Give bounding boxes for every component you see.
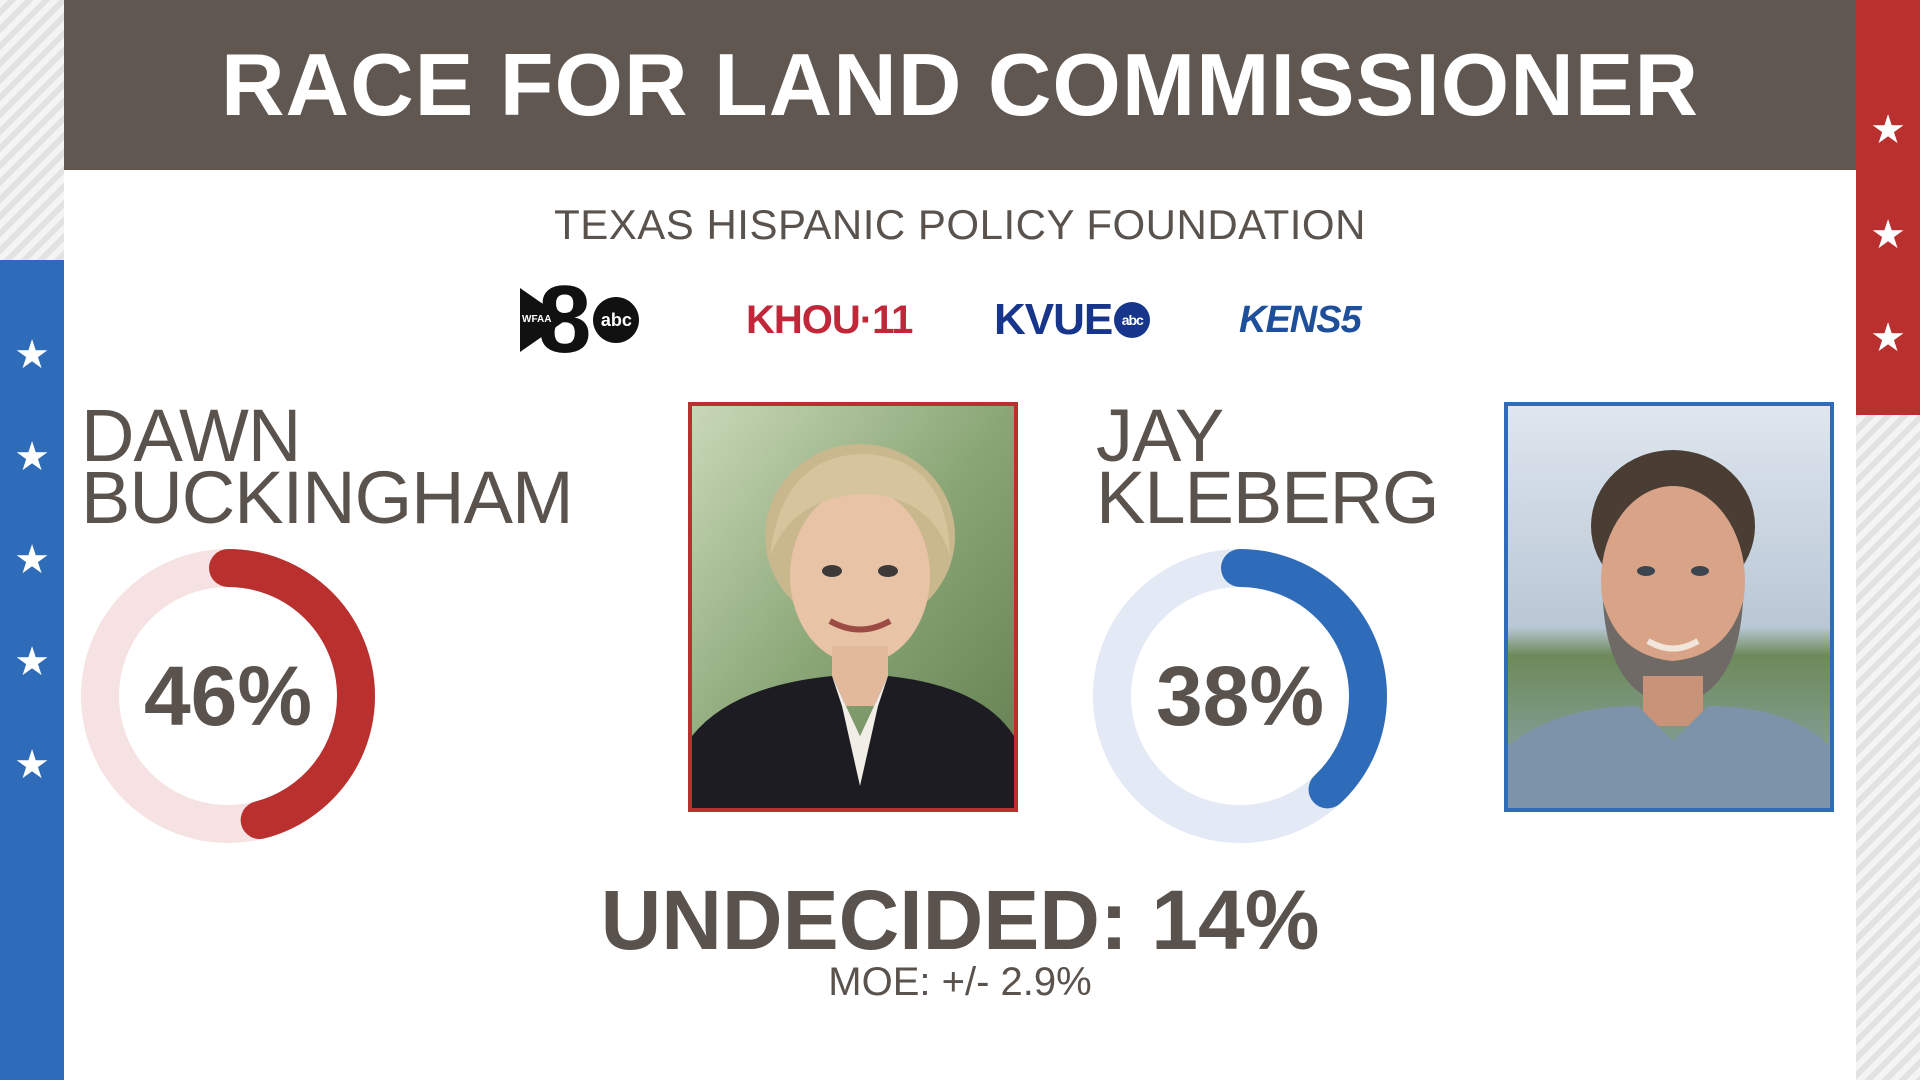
header-bar: RACE FOR LAND COMMISSIONER (64, 0, 1856, 170)
portrait-man (1508, 406, 1830, 808)
abc-logo-icon: abc (593, 297, 640, 343)
main-panel: RACE FOR LAND COMMISSIONER TEXAS HISPANI… (64, 0, 1856, 1080)
star-icon: ★ (1870, 213, 1906, 257)
percent-label: 38% (1155, 649, 1325, 743)
undecided-line: UNDECIDED: 14% (64, 875, 1856, 965)
ring-svg (1093, 549, 1387, 843)
candidate-photo-buckingham (688, 402, 1018, 812)
candidate-last-name: KLEBERG (1096, 456, 1440, 539)
candidate-first-name: JAY (1096, 394, 1224, 477)
margin-of-error: MOE: +/- 2.9% (828, 960, 1092, 1004)
candidate-photo-kleberg (1504, 402, 1834, 812)
star-icon: ★ (14, 538, 50, 582)
star-icon: ★ (14, 640, 50, 684)
poll-source: TEXAS HISPANIC POLICY FOUNDATION (554, 201, 1366, 248)
ring-arc (1093, 549, 1387, 843)
candidate-name-buckingham: DAWN BUCKINGHAM (81, 394, 574, 539)
page-title: RACE FOR LAND COMMISSIONER (221, 35, 1699, 134)
ring-svg (81, 549, 375, 843)
portrait-woman (692, 406, 1014, 808)
undecided-label: UNDECIDED: (600, 873, 1128, 967)
percent-ring-buckingham: 46% (80, 548, 376, 849)
kens-logo: KENS5 (1239, 298, 1362, 341)
khou-logo: KHOU·11 (746, 297, 913, 342)
kvue-text: KVUE (994, 295, 1113, 344)
undecided-value: 14% (1151, 873, 1320, 967)
star-icon: ★ (1870, 316, 1906, 360)
play-icon (520, 288, 566, 352)
station-logos: WFAA 8 abc KHOU·11 KVUE abc KENS5 (64, 272, 1856, 368)
star-icon: ★ (14, 333, 50, 377)
percent-label: 46% (143, 649, 313, 743)
wfaa-logo: WFAA 8 abc (520, 272, 680, 368)
abc-logo-icon: abc (1114, 302, 1151, 338)
candidate-name-kleberg: JAY KLEBERG (1096, 394, 1440, 539)
candidate-last-name: BUCKINGHAM (81, 456, 574, 539)
kvue-logo: KVUE abc (994, 280, 1151, 360)
right-flag-band: ★ ★ ★ (1856, 0, 1920, 415)
star-icon: ★ (14, 435, 50, 479)
star-icon: ★ (14, 743, 50, 787)
left-flag-band: ★ ★ ★ ★ ★ (0, 260, 64, 1080)
ring-arc (81, 549, 375, 843)
candidate-first-name: DAWN (81, 394, 301, 477)
percent-ring-kleberg: 38% (1092, 548, 1388, 849)
wfaa-small-label: WFAA (522, 314, 552, 325)
star-icon: ★ (1870, 108, 1906, 152)
